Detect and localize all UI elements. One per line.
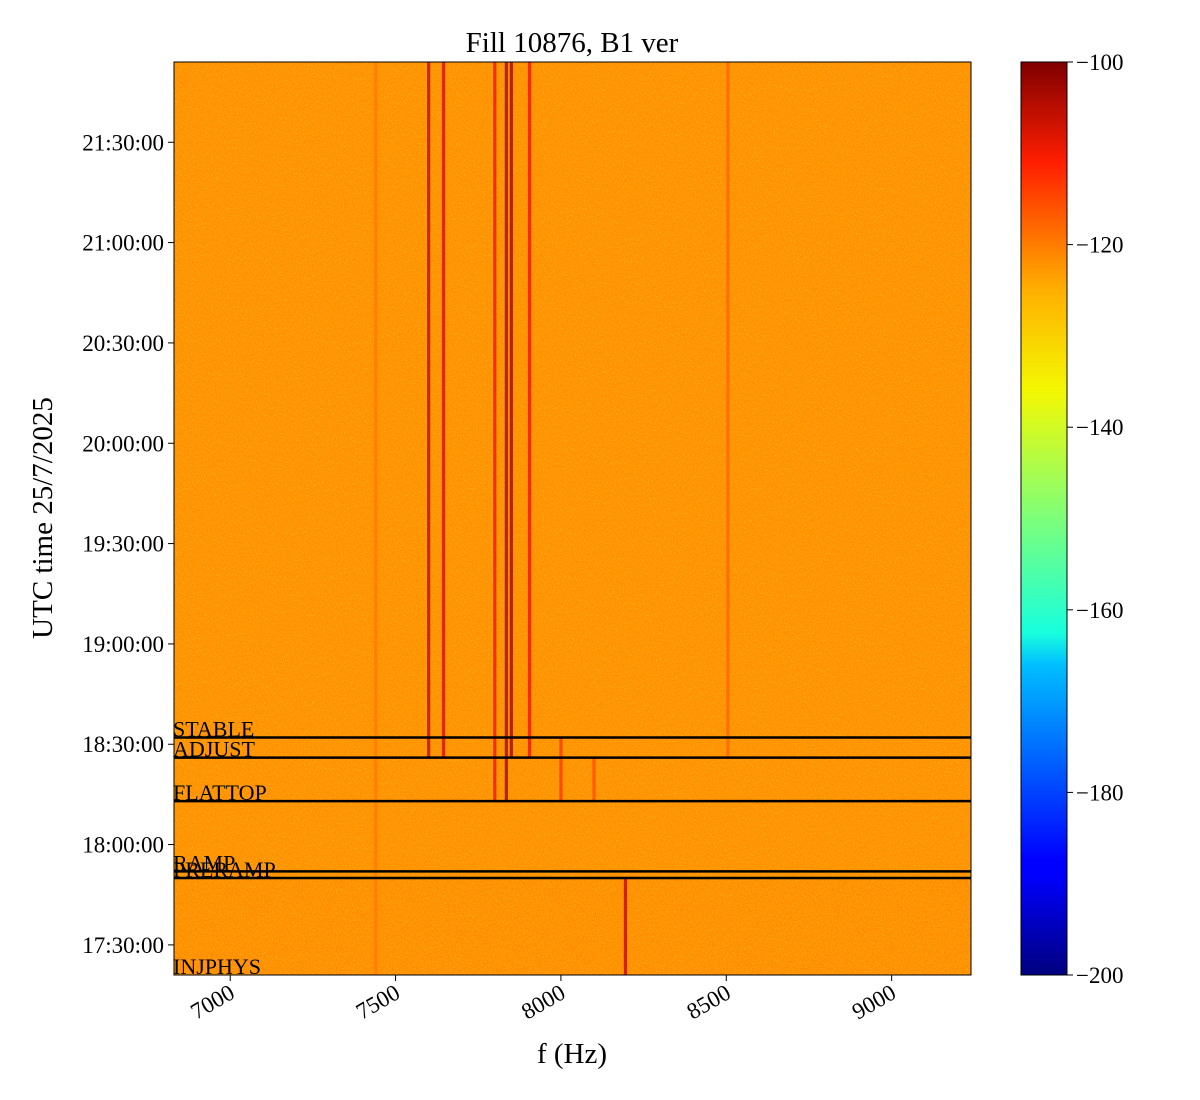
- spectral-line: [726, 62, 730, 758]
- spectral-line: [427, 62, 431, 758]
- phase-marker-label: RAMP: [173, 850, 235, 875]
- phase-markers: [174, 736, 971, 880]
- phase-marker-label: ADJUST: [173, 737, 255, 762]
- colorbar: [1020, 61, 1068, 976]
- colorbar-tick-label: −100: [1076, 50, 1123, 75]
- colorbar-tick-label: −120: [1076, 233, 1123, 258]
- y-tick-label: 19:30:00: [82, 532, 164, 557]
- phase-marker-label: PRERAMP: [173, 857, 276, 882]
- phase-marker-label: STABLE: [173, 717, 254, 742]
- x-tick-label: 7500: [352, 980, 404, 1025]
- y-tick-label: 20:30:00: [82, 331, 164, 356]
- plot-frame: [173, 61, 972, 976]
- x-axis-label: f (Hz): [537, 1038, 607, 1070]
- colorbar-tick-label: −160: [1076, 598, 1123, 623]
- plot-area: [174, 62, 971, 975]
- x-tick-label: 7000: [186, 980, 238, 1025]
- x-tick-label: 9000: [848, 980, 900, 1025]
- noise-texture: [174, 62, 971, 975]
- spectral-line: [559, 737, 563, 802]
- y-tick-label: 18:00:00: [82, 833, 164, 858]
- spectral-line: [509, 62, 513, 758]
- phase-marker-label: INJPHYS: [173, 954, 261, 979]
- spectral-line: [493, 62, 497, 802]
- spectral-line: [527, 62, 532, 758]
- colorbar-tick-label: −180: [1076, 780, 1123, 805]
- y-tick-label: 17:30:00: [82, 933, 164, 958]
- y-tick-label: 18:30:00: [82, 732, 164, 757]
- phase-marker-label: FLATTOP: [173, 780, 267, 805]
- injection-region: [174, 878, 971, 975]
- colorbar-tick-label: −140: [1076, 415, 1123, 440]
- colorbar-tick-label: −200: [1076, 963, 1123, 988]
- spectral-line: [623, 878, 628, 975]
- y-axis-label: UTC time 25/7/2025: [27, 397, 59, 639]
- x-tick-label: 8000: [517, 980, 569, 1025]
- x-axis: 7000 7500 8000 8500 9000: [186, 975, 900, 1024]
- y-tick-label: 21:30:00: [82, 130, 164, 155]
- spectral-lines: [374, 62, 730, 975]
- spectral-line: [504, 62, 508, 802]
- spectral-line: [592, 757, 596, 802]
- y-axis: 17:30:00 18:00:00 18:30:00 19:00:00 19:30:00…: [82, 130, 174, 958]
- y-tick-label: 19:00:00: [82, 632, 164, 657]
- colorbar-axis: −100 −120 −140 −160 −180 −200: [1067, 50, 1123, 988]
- y-tick-label: 20:00:00: [82, 431, 164, 456]
- x-tick-label: 8500: [682, 980, 734, 1025]
- y-tick-label: 21:00:00: [82, 231, 164, 256]
- chart-title: Fill 10876, B1 ver: [466, 27, 679, 59]
- spectral-line: [441, 62, 446, 758]
- spectral-line: [374, 62, 378, 975]
